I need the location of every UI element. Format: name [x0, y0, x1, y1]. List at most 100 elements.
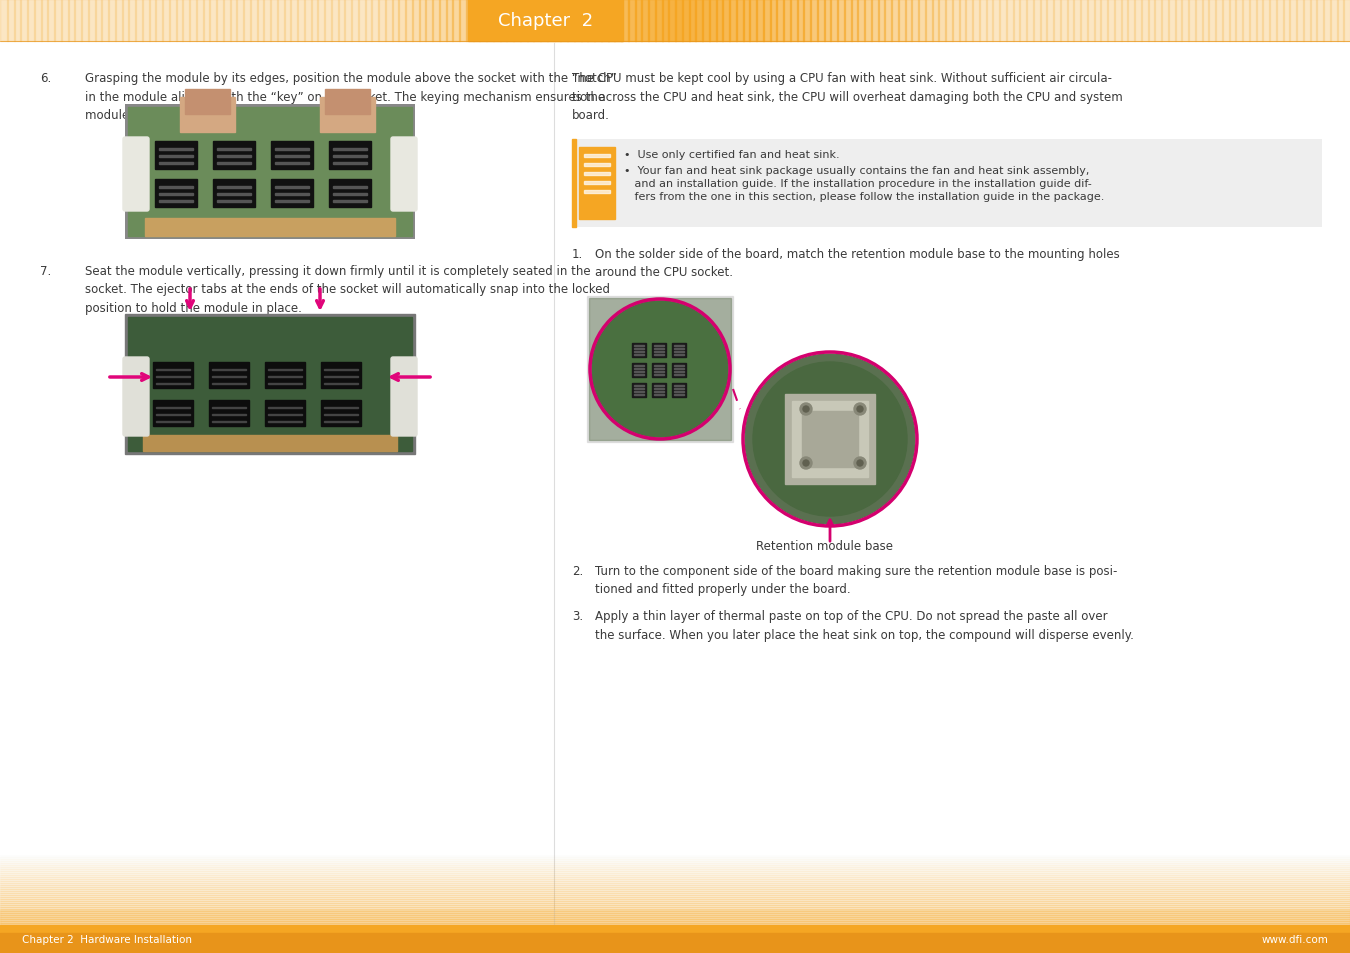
Bar: [155, 142, 197, 170]
Bar: [0, 869, 1350, 871]
Bar: [155, 0, 163, 42]
Bar: [1174, 0, 1183, 42]
Bar: [632, 344, 647, 357]
Bar: [688, 0, 697, 42]
Bar: [674, 371, 684, 373]
Bar: [324, 407, 358, 409]
Bar: [0, 919, 1350, 921]
Bar: [0, 873, 1350, 875]
Bar: [0, 933, 1350, 953]
Bar: [0, 883, 1350, 885]
Bar: [641, 0, 649, 42]
Bar: [271, 142, 313, 170]
Bar: [999, 0, 1007, 42]
Bar: [1154, 0, 1162, 42]
Bar: [986, 0, 994, 42]
Bar: [351, 0, 359, 42]
Bar: [212, 414, 246, 416]
Bar: [269, 383, 302, 385]
Bar: [405, 0, 413, 42]
Bar: [965, 0, 973, 42]
Bar: [148, 0, 157, 42]
Bar: [452, 0, 460, 42]
Bar: [333, 163, 367, 165]
Bar: [385, 0, 393, 42]
Bar: [115, 0, 123, 42]
Circle shape: [803, 407, 809, 413]
Text: 6.: 6.: [40, 71, 51, 85]
Bar: [0, 0, 8, 42]
Bar: [938, 0, 946, 42]
Bar: [500, 0, 508, 42]
Bar: [202, 0, 211, 42]
Bar: [634, 345, 644, 347]
Bar: [310, 0, 319, 42]
Bar: [217, 149, 251, 151]
Bar: [324, 421, 358, 422]
Bar: [0, 889, 1350, 891]
Bar: [1019, 0, 1027, 42]
Circle shape: [753, 363, 907, 517]
Bar: [756, 0, 764, 42]
Bar: [95, 0, 103, 42]
Bar: [157, 376, 190, 377]
Bar: [857, 0, 865, 42]
Bar: [0, 867, 1350, 869]
Bar: [486, 0, 494, 42]
Circle shape: [857, 407, 863, 413]
Bar: [159, 187, 193, 189]
Bar: [269, 376, 302, 377]
Bar: [803, 0, 811, 42]
Circle shape: [857, 460, 863, 467]
Bar: [126, 314, 414, 455]
Bar: [1060, 0, 1068, 42]
Bar: [0, 915, 1350, 917]
Bar: [585, 164, 610, 167]
Bar: [0, 887, 1350, 889]
Bar: [269, 421, 302, 422]
Bar: [324, 369, 358, 371]
Bar: [338, 0, 346, 42]
Bar: [7, 0, 15, 42]
Bar: [329, 180, 371, 208]
Bar: [324, 376, 358, 377]
Bar: [333, 187, 367, 189]
Bar: [911, 0, 919, 42]
Bar: [68, 0, 76, 42]
Bar: [275, 187, 309, 189]
Text: Apply a thin layer of thermal paste on top of the CPU. Do not spread the paste a: Apply a thin layer of thermal paste on t…: [595, 609, 1134, 640]
Bar: [439, 0, 447, 42]
Bar: [1343, 0, 1350, 42]
Bar: [652, 364, 666, 377]
Bar: [653, 345, 664, 347]
Bar: [256, 0, 265, 42]
Bar: [0, 925, 1350, 953]
Bar: [958, 0, 967, 42]
Bar: [157, 407, 190, 409]
Bar: [952, 0, 960, 42]
Bar: [466, 0, 474, 42]
Bar: [709, 0, 717, 42]
Bar: [212, 407, 246, 409]
Bar: [674, 345, 684, 347]
Bar: [1168, 0, 1176, 42]
Bar: [1053, 0, 1061, 42]
Bar: [513, 0, 521, 42]
Bar: [212, 376, 246, 377]
Bar: [446, 0, 454, 42]
Bar: [122, 0, 130, 42]
Bar: [632, 384, 647, 397]
Bar: [1006, 0, 1014, 42]
Bar: [212, 369, 246, 371]
Bar: [269, 407, 302, 409]
Bar: [392, 0, 400, 42]
Bar: [1080, 0, 1088, 42]
Bar: [945, 0, 953, 42]
Bar: [162, 0, 170, 42]
Bar: [189, 0, 197, 42]
Bar: [695, 0, 703, 42]
Bar: [271, 180, 313, 208]
Bar: [1141, 0, 1149, 42]
Bar: [634, 391, 644, 393]
Bar: [0, 913, 1350, 915]
